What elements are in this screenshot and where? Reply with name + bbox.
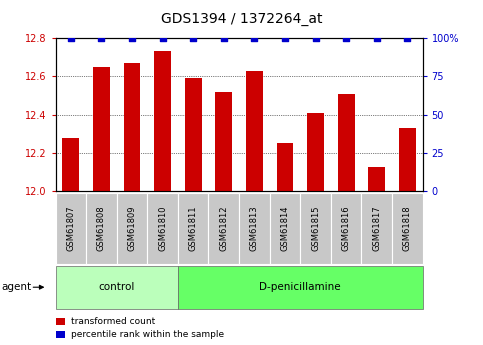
Point — [342, 35, 350, 41]
Bar — [307, 113, 324, 191]
Bar — [124, 63, 141, 191]
Point — [220, 35, 227, 41]
Text: GSM61814: GSM61814 — [281, 206, 289, 251]
Text: GSM61808: GSM61808 — [97, 206, 106, 252]
Point — [159, 35, 167, 41]
Point — [128, 35, 136, 41]
Point — [312, 35, 319, 41]
Text: agent: agent — [1, 282, 31, 292]
Bar — [62, 138, 79, 191]
Bar — [277, 144, 293, 191]
Text: GSM61813: GSM61813 — [250, 206, 259, 252]
Bar — [215, 92, 232, 191]
Text: GSM61818: GSM61818 — [403, 206, 412, 252]
Bar — [246, 71, 263, 191]
Bar — [185, 78, 201, 191]
Text: D-penicillamine: D-penicillamine — [259, 282, 341, 292]
Text: percentile rank within the sample: percentile rank within the sample — [71, 330, 224, 339]
Text: GSM61812: GSM61812 — [219, 206, 228, 251]
Text: transformed count: transformed count — [71, 317, 155, 326]
Bar — [399, 128, 416, 191]
Text: GDS1394 / 1372264_at: GDS1394 / 1372264_at — [161, 12, 322, 26]
Bar — [369, 167, 385, 191]
Text: GSM61817: GSM61817 — [372, 206, 381, 252]
Point — [189, 35, 197, 41]
Text: GSM61816: GSM61816 — [341, 206, 351, 252]
Point — [98, 35, 105, 41]
Point — [67, 35, 75, 41]
Text: control: control — [99, 282, 135, 292]
Bar — [93, 67, 110, 191]
Text: GSM61811: GSM61811 — [189, 206, 198, 251]
Text: GSM61809: GSM61809 — [128, 206, 137, 251]
Point — [373, 35, 381, 41]
Bar — [338, 93, 355, 191]
Text: GSM61807: GSM61807 — [66, 206, 75, 252]
Point — [251, 35, 258, 41]
Text: GSM61810: GSM61810 — [158, 206, 167, 251]
Bar — [154, 51, 171, 191]
Text: GSM61815: GSM61815 — [311, 206, 320, 251]
Point — [403, 35, 411, 41]
Point — [281, 35, 289, 41]
